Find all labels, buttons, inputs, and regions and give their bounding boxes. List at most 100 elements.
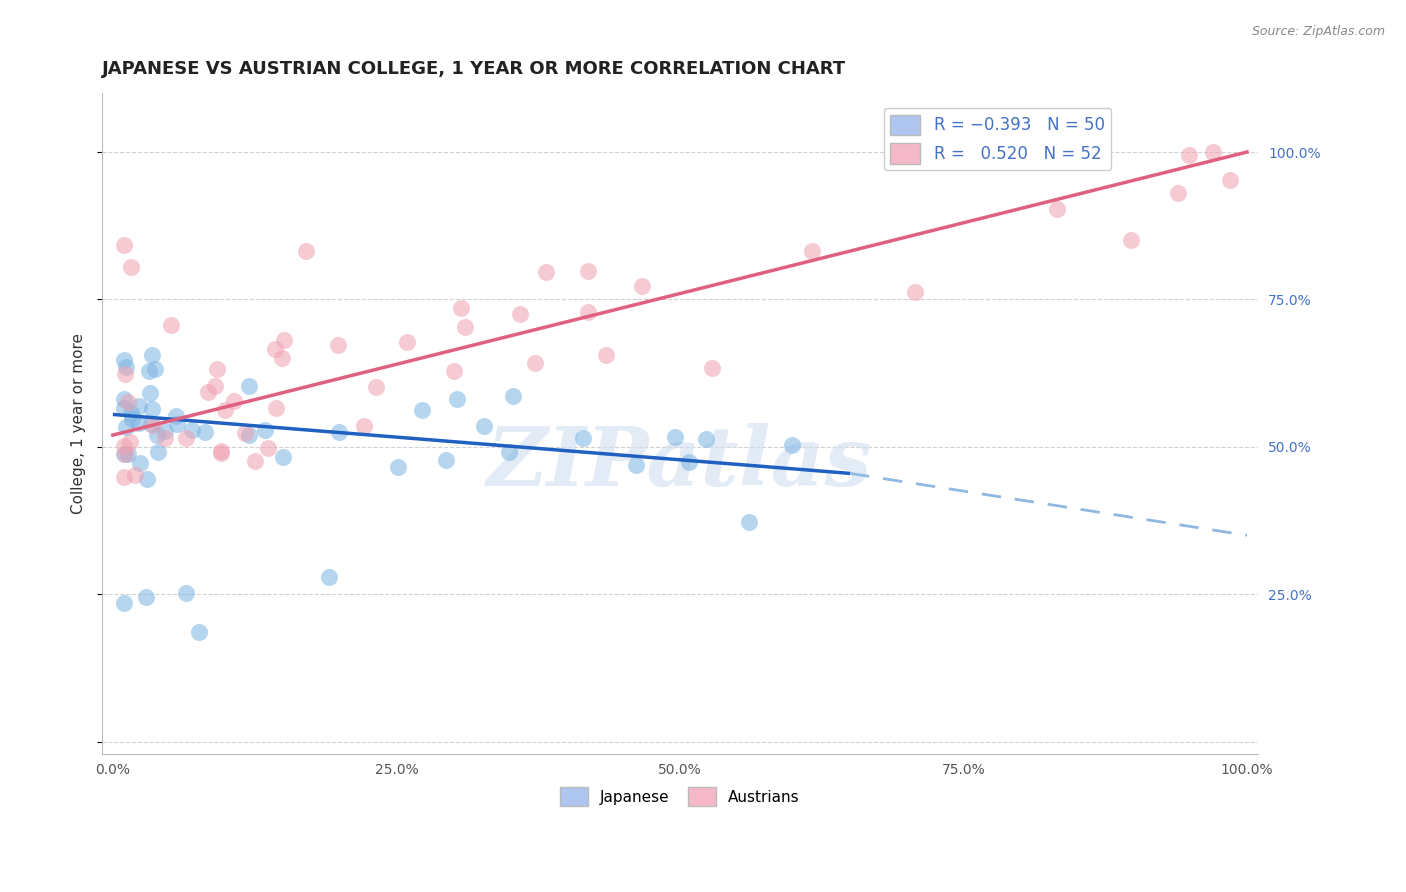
Point [136,472,159,486]
Point [174,432,197,446]
Point [214,403,236,417]
Point [273,334,295,348]
Point [174,585,197,599]
Point [780,438,803,452]
Point [187,624,209,639]
Point [120,260,142,274]
Legend: Japanese, Austrians: Japanese, Austrians [554,781,806,812]
Point [578,264,600,278]
Point [115,359,138,374]
Point [112,237,135,252]
Point [395,334,418,349]
Point [112,439,135,453]
Point [145,428,167,442]
Point [443,364,465,378]
Point [576,304,599,318]
Point [1178,148,1201,162]
Point [166,417,188,431]
Point [112,401,135,415]
Point [664,429,686,443]
Point [165,409,187,423]
Point [695,433,717,447]
Point [328,425,350,440]
Point [153,424,176,438]
Point [264,401,287,415]
Point [143,362,166,376]
Point [411,402,433,417]
Point [498,444,520,458]
Point [233,425,256,440]
Point [436,452,458,467]
Point [738,515,761,529]
Point [112,353,135,368]
Point [1046,202,1069,217]
Point [112,596,135,610]
Point [141,402,163,417]
Point [271,450,294,464]
Point [263,342,285,356]
Point [112,392,135,406]
Point [129,456,152,470]
Point [1202,145,1225,159]
Point [326,338,349,352]
Point [112,469,135,483]
Point [245,453,267,467]
Point [472,418,495,433]
Point [115,420,138,434]
Point [141,418,163,433]
Point [450,301,472,315]
Point [238,379,260,393]
Point [509,307,531,321]
Point [1119,233,1142,247]
Point [117,395,139,409]
Point [572,431,595,445]
Point [253,423,276,437]
Point [117,447,139,461]
Point [120,435,142,450]
Point [197,384,219,399]
Point [209,445,232,459]
Point [238,427,260,442]
Point [524,356,547,370]
Point [364,380,387,394]
Point [631,279,654,293]
Point [112,447,135,461]
Text: JAPANESE VS AUSTRIAN COLLEGE, 1 YEAR OR MORE CORRELATION CHART: JAPANESE VS AUSTRIAN COLLEGE, 1 YEAR OR … [101,60,845,78]
Point [801,244,824,259]
Point [446,392,468,407]
Point [124,468,146,483]
Point [209,443,232,458]
Point [702,361,724,376]
Point [139,417,162,432]
Point [180,423,202,437]
Point [678,455,700,469]
Point [121,412,143,426]
Point [1219,173,1241,187]
Point [128,416,150,430]
Point [114,368,136,382]
Point [271,351,294,366]
Point [160,318,183,332]
Point [1167,186,1189,201]
Point [595,348,617,362]
Point [204,379,226,393]
Point [135,591,157,605]
Point [454,319,477,334]
Point [146,445,169,459]
Point [502,389,524,403]
Point [141,349,163,363]
Point [138,363,160,377]
Point [205,362,228,376]
Point [114,447,136,461]
Point [153,431,176,445]
Y-axis label: College, 1 year or more: College, 1 year or more [72,333,86,514]
Point [128,399,150,413]
Point [222,394,245,409]
Point [295,244,318,259]
Text: Source: ZipAtlas.com: Source: ZipAtlas.com [1251,25,1385,38]
Point [1092,154,1115,169]
Point [120,405,142,419]
Point [138,386,160,401]
Point [318,570,340,584]
Point [256,441,278,455]
